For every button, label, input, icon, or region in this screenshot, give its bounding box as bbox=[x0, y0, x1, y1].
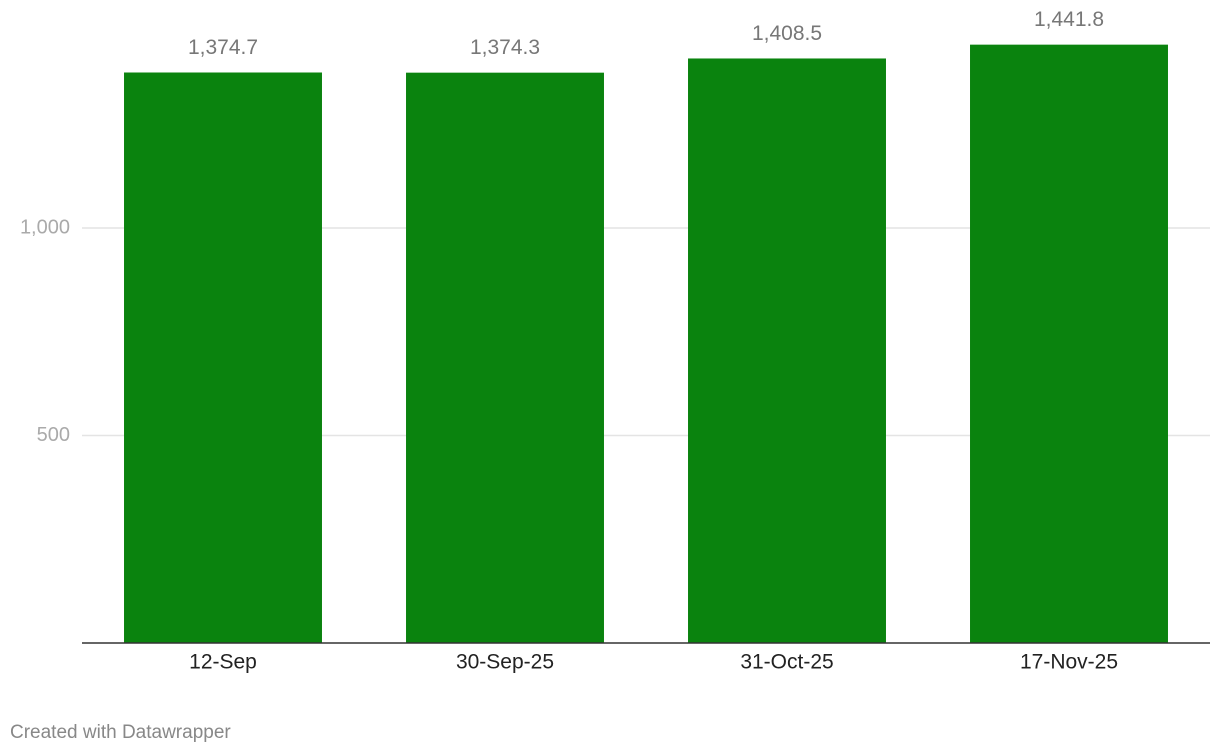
y-tick-label: 500 bbox=[37, 424, 70, 446]
value-label: 1,441.8 bbox=[1034, 8, 1104, 31]
x-tick-label: 17-Nov-25 bbox=[1020, 651, 1118, 674]
value-label: 1,408.5 bbox=[752, 22, 822, 45]
bar bbox=[406, 72, 604, 643]
bar bbox=[124, 72, 322, 643]
x-tick-label: 12-Sep bbox=[189, 651, 257, 674]
y-tick-label: 1,000 bbox=[20, 216, 70, 238]
value-label: 1,374.3 bbox=[470, 36, 540, 59]
bar bbox=[970, 44, 1168, 643]
x-tick-label: 31-Oct-25 bbox=[740, 651, 833, 674]
credit: Created with Datawrapper bbox=[10, 722, 231, 743]
bar bbox=[688, 58, 886, 644]
value-label: 1,374.7 bbox=[188, 36, 258, 59]
x-tick-label: 30-Sep-25 bbox=[456, 651, 554, 674]
